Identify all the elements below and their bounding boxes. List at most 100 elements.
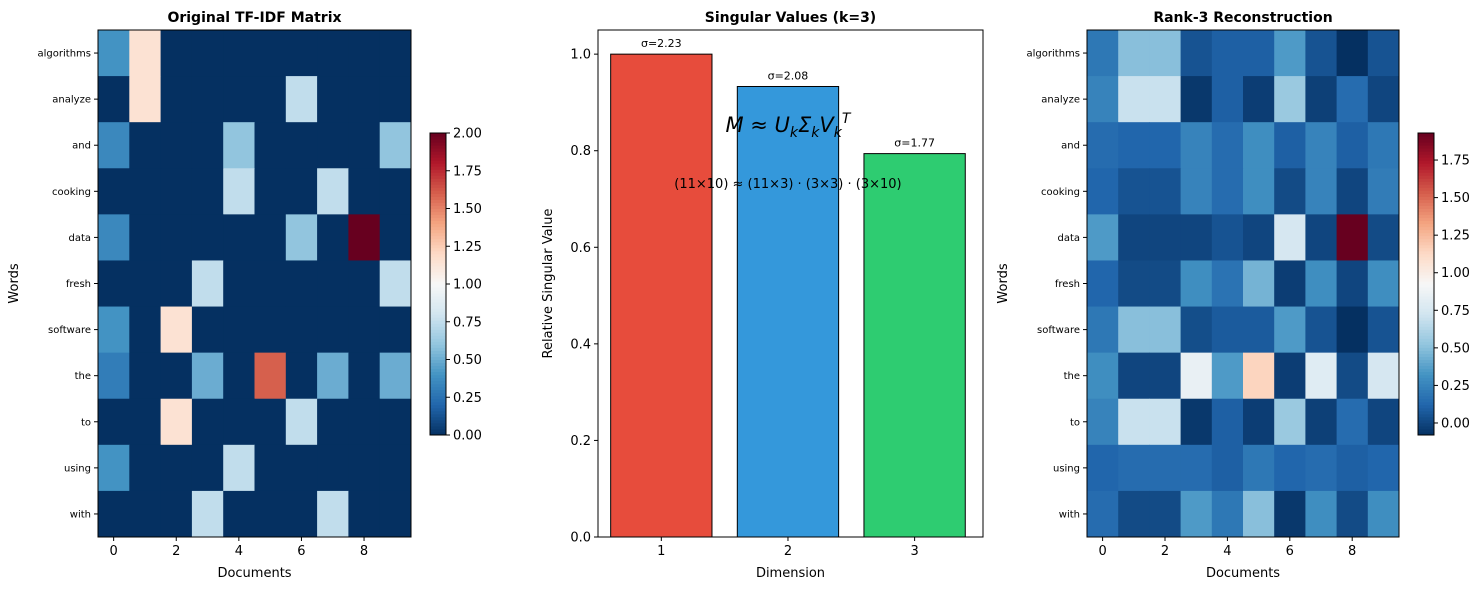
y-tick-label: 0.8 [570,144,591,159]
heatmap-cell [1274,260,1306,308]
heatmap-cell [348,306,381,354]
chart-title: Original TF-IDF Matrix [167,10,341,26]
colorbar-segment [430,253,446,258]
colorbar-segment [430,353,446,357]
heatmap-cell [1336,168,1369,215]
y-tick-label: the [1064,371,1080,382]
heatmap-cell [1367,122,1400,169]
y-tick-label: and [72,141,91,152]
heatmap-cell [1087,306,1119,354]
colorbar-segment [430,404,446,409]
y-axis-label: Words [996,263,1011,303]
colorbar-segment [430,238,446,243]
colorbar-segment [430,205,446,209]
heatmap-cell [1149,76,1182,123]
colorbar-segment [1418,247,1434,252]
heatmap-cell [1118,76,1150,123]
heatmap-cell [1211,490,1244,538]
heatmap-cell [1367,30,1400,77]
colorbar-segment [1418,338,1434,342]
heatmap-cell [1087,76,1119,123]
heatmap-cell [317,306,349,354]
heatmap-cell [317,352,349,400]
colorbar-segment [430,299,446,303]
heatmap-cell [191,398,224,446]
heatmap-cell [1211,398,1244,446]
y-tick-label: analyze [1041,95,1080,106]
heatmap-cell [1367,444,1400,492]
colorbar-segment [430,232,446,237]
heatmap-cell [1336,30,1369,77]
colorbar-segment [1418,350,1434,354]
y-tick-label: data [68,233,91,244]
colorbar-segment [1418,329,1434,333]
colorbar-segment [1418,392,1434,397]
heatmap-cell [1305,30,1338,77]
colorbar-segment [430,320,446,324]
heatmap-cell [1211,260,1244,308]
colorbar-segment [1418,235,1434,240]
colorbar-segment [1418,431,1434,436]
heatmap-cell [348,214,381,261]
heatmap-cell [1211,122,1244,169]
heatmap-cell [1149,490,1182,538]
heatmap-cell [1243,168,1275,215]
heatmap-cell [1274,444,1306,492]
colorbar-segment [430,365,446,370]
heatmap-cell [1243,76,1275,123]
heatmap-cell [379,122,412,169]
colorbar-tick-label: 0.25 [453,391,482,406]
heatmap-cell [254,30,287,77]
heatmap-cell [1367,76,1400,123]
heatmap-cell [160,444,193,492]
heatmap-cell [1305,76,1338,123]
heatmap-cell [1118,306,1150,354]
heatmap-cell [191,122,224,169]
heatmap-cell [1118,122,1150,169]
colorbar-segment [430,235,446,240]
x-tick-label: 0 [110,544,118,559]
y-tick-label: fresh [66,279,91,290]
heatmap-cell [1243,30,1275,77]
heatmap-cell [1211,76,1244,123]
heatmap-cell [98,122,130,169]
heatmap-cell [1149,30,1182,77]
colorbar-tick-label: 0.75 [1441,304,1470,319]
heatmap-cell [1336,352,1369,400]
heatmap-cell [348,260,381,308]
heatmap-cell [129,122,162,169]
chart-title: Singular Values (k=3) [705,10,876,26]
colorbar-segment [430,395,446,400]
colorbar-segment [1418,359,1434,364]
heatmap-cell [160,30,193,77]
heatmap-cell [160,76,193,123]
colorbar-segment [430,265,446,270]
colorbar-segment [1418,416,1434,421]
heatmap-cell [1180,444,1213,492]
colorbar-segment [1418,428,1434,433]
colorbar-segment [430,302,446,306]
colorbar-segment [430,293,446,297]
heatmap-cell [98,30,130,77]
heatmap-cell [1336,398,1369,446]
heatmap-cell [1087,30,1119,77]
bar [736,85,840,538]
heatmap-cell [317,214,349,261]
heatmap-cell [1211,306,1244,354]
y-tick-label: with [1059,509,1080,520]
colorbar-segment [430,389,446,394]
x-tick-label: 4 [1223,544,1231,559]
colorbar-segment [430,184,446,188]
colorbar-segment [1418,404,1434,409]
colorbar-tick-label: 1.00 [1441,266,1470,281]
y-tick-label: to [1070,417,1080,428]
colorbar-segment [430,431,446,436]
colorbar-segment [430,359,446,364]
heatmap-cell [317,30,349,77]
y-tick-label: 0.2 [570,434,591,449]
heatmap-cell [317,490,349,538]
heatmap-cell [1149,398,1182,446]
colorbar-segment [1418,314,1434,318]
heatmap-cell [160,260,193,308]
heatmap-cell [1243,122,1275,169]
